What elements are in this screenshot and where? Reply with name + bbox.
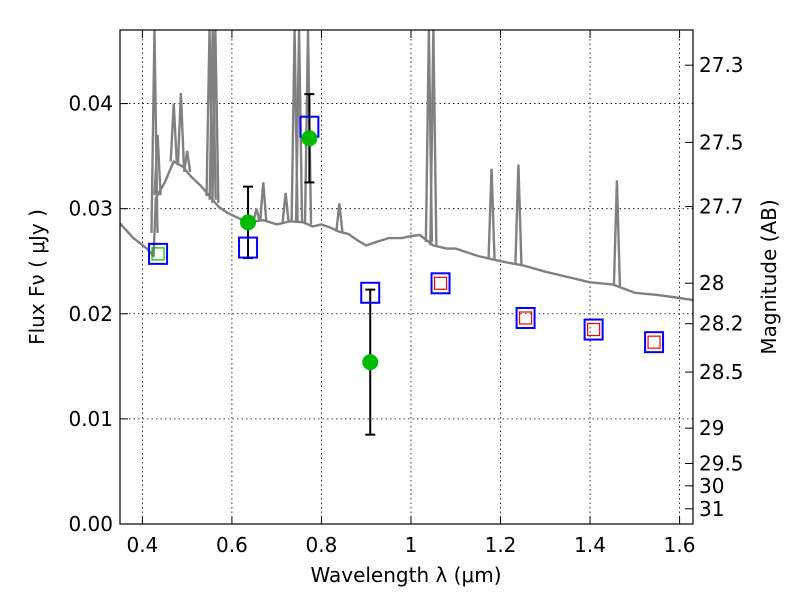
model-box xyxy=(360,281,381,304)
x-tick-label: 0.4 xyxy=(126,533,158,557)
y2-tick-label: 27.7 xyxy=(699,195,744,219)
x-tick-label: 0.6 xyxy=(216,533,248,557)
observed-point xyxy=(301,130,318,147)
inner-box xyxy=(433,276,448,290)
spectrum-continuum xyxy=(119,160,694,302)
model-box xyxy=(430,272,451,295)
emission-line xyxy=(153,135,162,196)
model-box xyxy=(148,242,169,265)
model-boxes xyxy=(148,115,665,354)
y-axis-title: Flux Fν ( μJy ) xyxy=(25,209,49,345)
y-tick-label: 0.03 xyxy=(68,197,113,221)
y-tick-label: 0.02 xyxy=(68,302,113,326)
y-tick-label: 0.04 xyxy=(68,92,113,116)
emission-line xyxy=(514,164,523,265)
y-tick-label: 0.00 xyxy=(68,512,113,536)
emission-line xyxy=(281,192,290,223)
y2-tick-label: 31 xyxy=(699,497,724,521)
y2-tick-label: 28.5 xyxy=(699,360,744,384)
x-tick-label: 1.4 xyxy=(574,533,606,557)
x-tick-label: 1.6 xyxy=(664,533,696,557)
emission-line xyxy=(612,180,622,287)
inner-box xyxy=(587,322,601,337)
y2-tick-label: 28.2 xyxy=(699,312,744,336)
observed-point xyxy=(362,354,379,371)
y2-tick-label: 29 xyxy=(699,416,724,440)
model-box xyxy=(238,236,259,259)
observed-points xyxy=(240,130,379,371)
model-box xyxy=(515,306,536,329)
inner-box xyxy=(518,311,533,325)
inner-box xyxy=(151,247,165,261)
emission-line xyxy=(176,93,186,166)
x-axis-title: Wavelength λ (μm) xyxy=(310,563,501,587)
y2-tick-label: 27.5 xyxy=(699,130,744,154)
x-tick-label: 1 xyxy=(405,533,418,557)
y2-axis-title: Magnitude (AB) xyxy=(757,199,781,354)
ticks: 0.4 0.6 0.8 1 1.2 1.4 1.6 0.00 0.01 0.02 0.03 0.04 2… xyxy=(68,30,744,557)
y2-tick-label: 30 xyxy=(699,474,724,498)
model-box xyxy=(644,331,665,354)
plot-frame xyxy=(119,29,694,525)
y2-tick-label: 28 xyxy=(699,271,724,295)
model-box xyxy=(583,318,604,341)
emission-line xyxy=(487,168,496,260)
x-tick-label: 0.8 xyxy=(306,533,338,557)
emission-line xyxy=(335,203,344,232)
emission-line xyxy=(182,150,192,173)
x-tick-label: 1.2 xyxy=(485,533,517,557)
observed-point xyxy=(240,214,257,231)
y2-tick-label: 29.5 xyxy=(699,452,744,476)
emission-line xyxy=(169,103,178,162)
y-tick-label: 0.01 xyxy=(68,407,113,431)
y2-tick-label: 27.3 xyxy=(699,53,744,77)
inner-box xyxy=(647,335,661,349)
emission-line xyxy=(259,182,268,221)
emission-line xyxy=(252,208,261,222)
